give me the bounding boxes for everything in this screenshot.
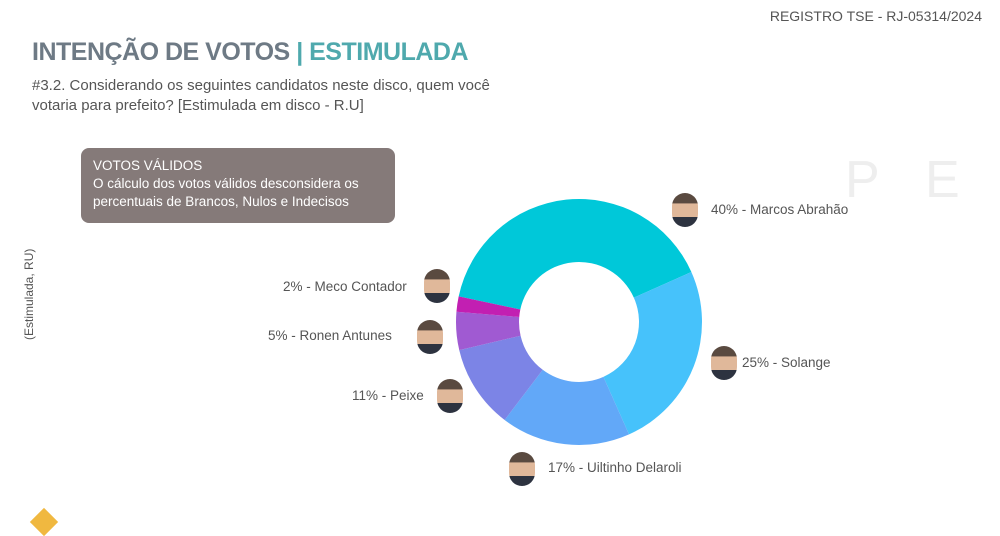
watermark: P	[845, 151, 880, 209]
label-uiltinho: 17% - Uiltinho Delaroli	[548, 460, 682, 475]
watermark: E	[925, 151, 960, 209]
label-marcos: 40% - Marcos Abrahão	[711, 202, 849, 217]
donut-slice-5	[456, 296, 521, 317]
label-ronen: 5% - Ronen Antunes	[268, 328, 392, 343]
label-peixe: 11% - Peixe	[352, 388, 424, 403]
donut-slice-2	[504, 369, 630, 445]
note-text: O cálculo dos votos válidos desconsidera…	[93, 176, 359, 209]
question-text: #3.2. Considerando os seguintes candidat…	[32, 77, 490, 114]
donut-slice-4	[456, 311, 521, 351]
avatar-peixe	[437, 379, 463, 413]
donut-slice-1	[603, 271, 702, 435]
title-main: INTENÇÃO DE VOTOS	[32, 38, 297, 66]
avatar-uiltinho	[509, 452, 535, 486]
label-meco: 2% - Meco Contador	[283, 279, 407, 294]
donut-slice-0	[458, 198, 692, 310]
avatar-solange	[711, 346, 737, 380]
note-box: VOTOS VÁLIDOS O cálculo dos votos válidos…	[81, 148, 395, 223]
donut-slice-3	[459, 335, 543, 420]
note-heading: VOTOS VÁLIDOS	[93, 158, 203, 173]
page-title: INTENÇÃO DE VOTOS | ESTIMULADA	[32, 38, 469, 67]
donut-chart	[456, 198, 702, 445]
label-solange: 25% - Solange	[742, 355, 831, 370]
avatar-marcos	[672, 193, 698, 227]
avatar-ronen	[417, 320, 443, 354]
registro-tse: REGISTRO TSE - RJ-05314/2024	[769, 8, 982, 24]
title-accent: | ESTIMULADA	[296, 38, 469, 66]
avatar-meco	[424, 269, 450, 303]
